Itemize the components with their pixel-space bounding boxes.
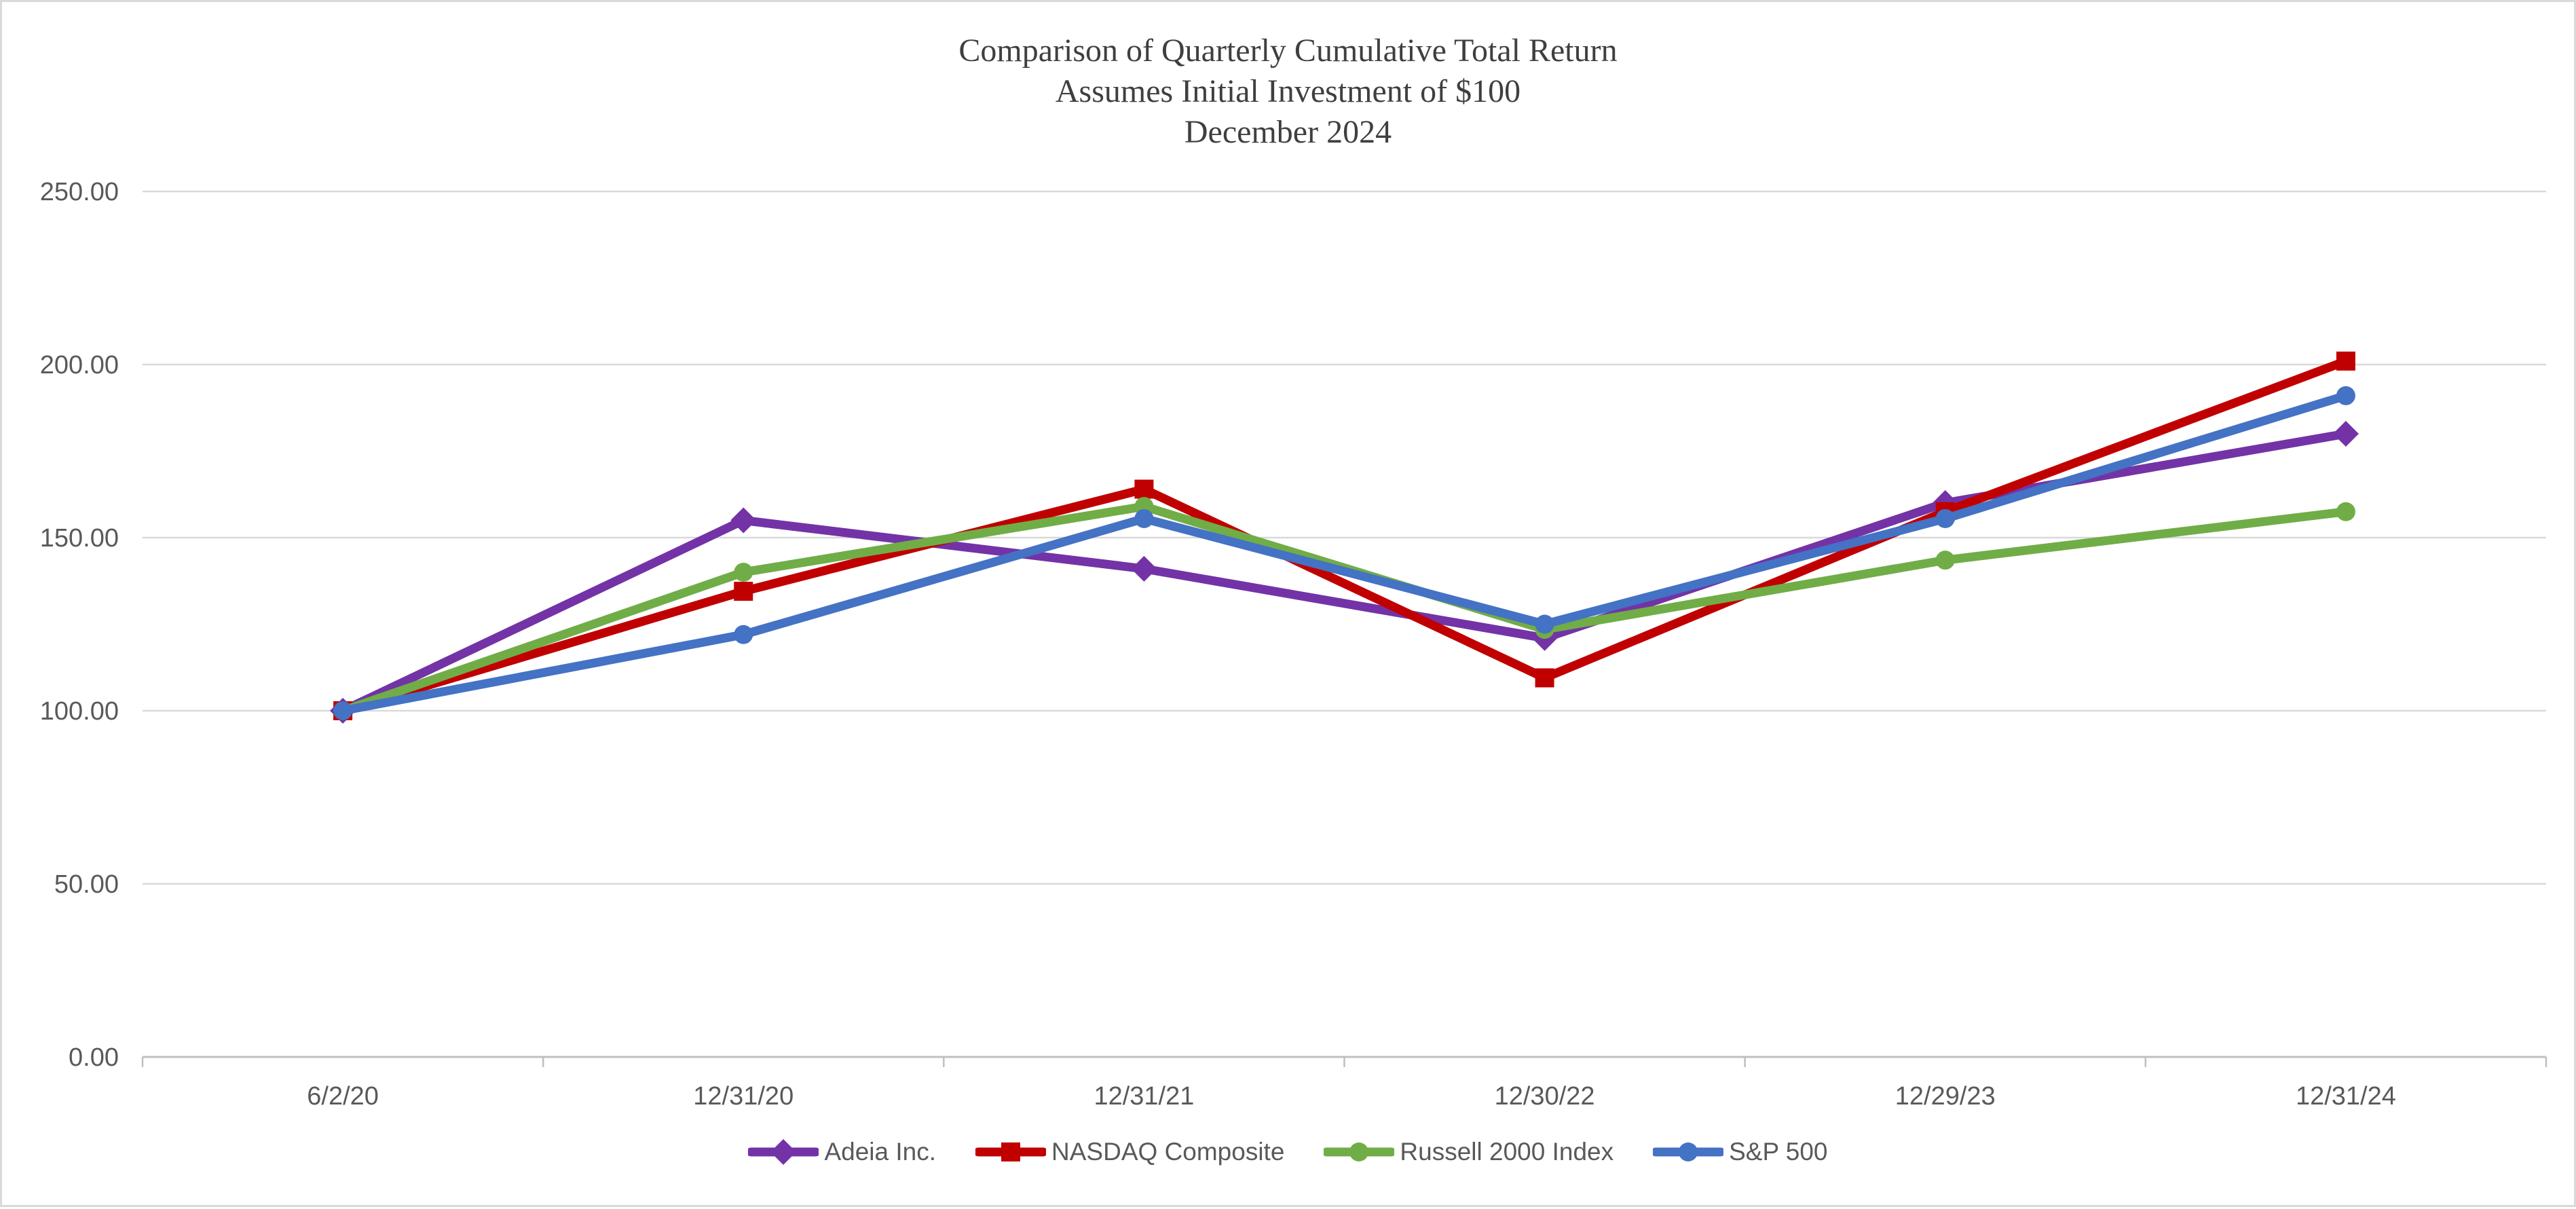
data-point-marker	[1001, 1142, 1021, 1161]
legend-label: S&P 500	[1729, 1138, 1828, 1166]
series-line	[338, 356, 2351, 715]
data-point-marker	[2332, 421, 2359, 447]
x-tick-label: 12/31/20	[693, 1082, 794, 1111]
y-axis-labels: 0.00 50.00 100.00 150.00 200.00 250.00	[40, 178, 119, 1072]
data-point-marker	[734, 563, 753, 582]
data-point-marker	[1349, 1142, 1369, 1161]
y-tick-label: 200.00	[40, 351, 119, 379]
series-russell-2000-index	[333, 497, 2355, 720]
russell-2000-index-swatch-icon	[1324, 1142, 1395, 1161]
x-axis-ticks	[141, 1057, 2547, 1067]
data-point-marker	[1131, 555, 1157, 582]
series-s-p-500	[333, 386, 2355, 720]
legend-label: Adeia Inc.	[824, 1138, 937, 1166]
y-tick-label: 0.00	[69, 1043, 119, 1072]
legend-label: Russell 2000 Index	[1400, 1138, 1614, 1166]
series-line	[338, 391, 2351, 715]
data-point-marker	[1134, 479, 1154, 499]
x-axis-labels: 6/2/20 12/31/20 12/31/21 12/30/22 12/29/23 12…	[307, 1082, 2396, 1111]
data-point-marker	[2336, 386, 2355, 405]
data-point-marker	[2336, 502, 2355, 521]
data-point-marker	[734, 582, 753, 601]
y-tick-label: 100.00	[40, 697, 119, 726]
chart-title-line-3: December 2024	[1184, 114, 1392, 150]
y-tick-label: 250.00	[40, 178, 119, 206]
legend-label: NASDAQ Composite	[1051, 1138, 1285, 1166]
series-line	[338, 429, 2351, 715]
y-tick-label: 50.00	[54, 870, 119, 899]
x-tick-label: 12/31/24	[2296, 1082, 2396, 1111]
chart-title-line-2: Assumes Initial Investment of $100	[1055, 73, 1521, 109]
gridlines	[143, 190, 2546, 1058]
data-point-marker	[2336, 351, 2355, 371]
data-point-marker	[1535, 614, 1554, 634]
data-point-marker	[734, 625, 753, 644]
x-tick-label: 12/31/21	[1094, 1082, 1194, 1111]
data-point-marker	[1134, 508, 1154, 528]
legend-item-adeia-inc: Adeia Inc.	[748, 1137, 936, 1167]
s-p-500-swatch-icon	[1653, 1142, 1724, 1161]
data-point-marker	[1935, 508, 1955, 528]
data-point-marker	[1935, 551, 1955, 570]
y-tick-label: 150.00	[40, 524, 119, 553]
data-point-marker	[770, 1139, 797, 1165]
legend: Adeia Inc. NASDAQ Composite Russell 2000 I…	[2, 1137, 2574, 1167]
data-point-marker	[333, 701, 353, 720]
legend-item-nasdaq-composite: NASDAQ Composite	[975, 1137, 1284, 1167]
legend-item-russell-2000-index: Russell 2000 Index	[1324, 1137, 1613, 1167]
legend-item-s-p-500: S&P 500	[1653, 1137, 1828, 1167]
x-tick-label: 6/2/20	[307, 1082, 379, 1111]
data-point-marker	[730, 507, 757, 534]
x-tick-label: 12/29/23	[1895, 1082, 1996, 1111]
x-tick-label: 12/30/22	[1495, 1082, 1595, 1111]
data-point-marker	[1679, 1142, 1698, 1161]
chart-title-line-1: Comparison of Quarterly Cumulative Total…	[958, 33, 1618, 69]
data-point-marker	[1535, 668, 1554, 688]
chart-title: Comparison of Quarterly Cumulative Total…	[2, 31, 2574, 153]
series-nasdaq-composite	[333, 351, 2355, 720]
nasdaq-composite-swatch-icon	[975, 1142, 1047, 1161]
adeia-inc-swatch-icon	[748, 1139, 819, 1165]
